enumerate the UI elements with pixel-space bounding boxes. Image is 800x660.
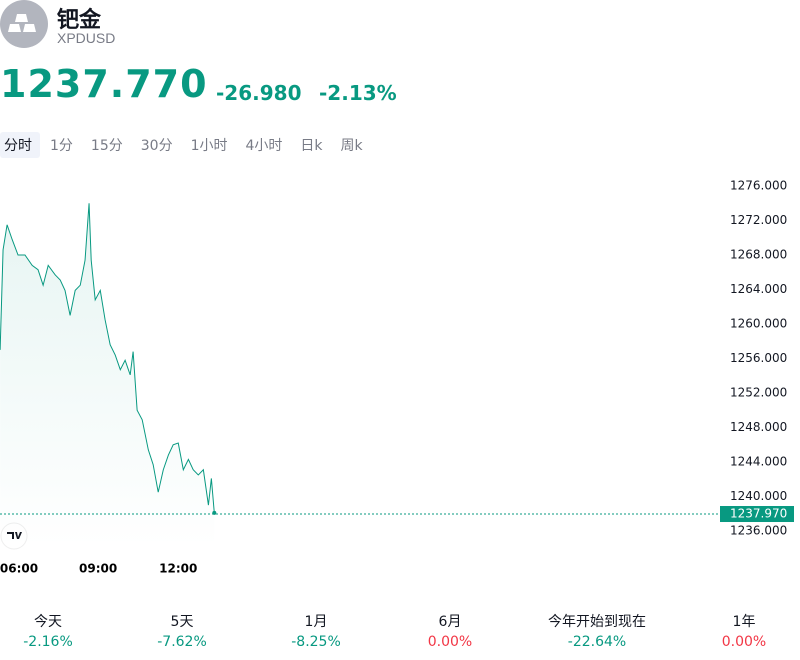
tab[interactable]: 1分 — [50, 138, 73, 154]
gold-bars-icon — [8, 14, 36, 32]
y-tick-label: 1268.000 — [730, 248, 787, 262]
period[interactable]: 今年开始到现在 -22.64% — [527, 611, 667, 650]
tab[interactable]: 日k — [300, 138, 323, 154]
symbol: XPDUSD — [57, 30, 116, 46]
change-percent: -2.13% — [319, 81, 397, 105]
period-label: 1年 — [732, 614, 756, 630]
tab[interactable]: 周k — [340, 138, 363, 154]
last-point — [212, 510, 217, 515]
y-tick-label: 1276.000 — [730, 179, 787, 193]
symbol-icon — [0, 0, 48, 48]
period[interactable]: 6月 0.00% — [380, 611, 520, 650]
y-tick-label: 1272.000 — [730, 213, 787, 227]
y-tick-label: 1252.000 — [730, 386, 787, 400]
last-price-tag — [720, 506, 794, 523]
tab[interactable]: 1小时 — [190, 138, 228, 154]
period-label: 1月 — [304, 614, 328, 630]
y-tick-label: 1256.000 — [730, 351, 787, 365]
period-change: -7.62% — [157, 634, 207, 650]
y-tick-label: 1240.000 — [730, 489, 787, 503]
y-tick-label: 1260.000 — [730, 317, 787, 331]
y-tick-label: 1248.000 — [730, 420, 787, 434]
tab[interactable]: 4小时 — [245, 138, 283, 154]
period[interactable]: 1月 -8.25% — [246, 611, 386, 650]
y-tick-label: 1244.000 — [730, 455, 787, 469]
tab[interactable]: 分时 — [0, 132, 40, 158]
period-label: 5天 — [170, 614, 194, 630]
period-change: 0.00% — [721, 634, 767, 650]
x-tick-label: 06:00 — [0, 562, 38, 576]
period-change: -2.16% — [23, 634, 73, 650]
period-change: 0.00% — [427, 634, 473, 650]
tabs: 分时 1分 15分 30分 1小时 4小时 日k 周k — [0, 132, 371, 158]
period-change: -8.25% — [291, 634, 341, 650]
tab[interactable]: 30分 — [140, 138, 173, 154]
period[interactable]: 5天 -7.62% — [112, 611, 252, 650]
last-price-label: 1237.970 — [730, 507, 787, 521]
period[interactable]: 今天 -2.16% — [0, 611, 118, 650]
period-label: 今天 — [34, 614, 62, 630]
title: 钯金 — [57, 8, 102, 33]
price-line — [0, 203, 215, 513]
period[interactable]: 1年 0.00% — [674, 611, 800, 650]
x-tick-label: 12:00 — [159, 562, 197, 576]
y-tick-label: 1236.000 — [730, 524, 787, 538]
area — [0, 203, 215, 549]
period-change: -22.64% — [567, 634, 627, 650]
tab[interactable]: 15分 — [90, 138, 123, 154]
period-label: 今年开始到现在 — [548, 614, 646, 630]
change: -26.980 — [216, 81, 302, 105]
price: 1237.770 — [0, 62, 208, 106]
x-tick-label: 09:00 — [79, 562, 117, 576]
period-label: 6月 — [438, 614, 462, 630]
y-tick-label: 1264.000 — [730, 282, 787, 296]
